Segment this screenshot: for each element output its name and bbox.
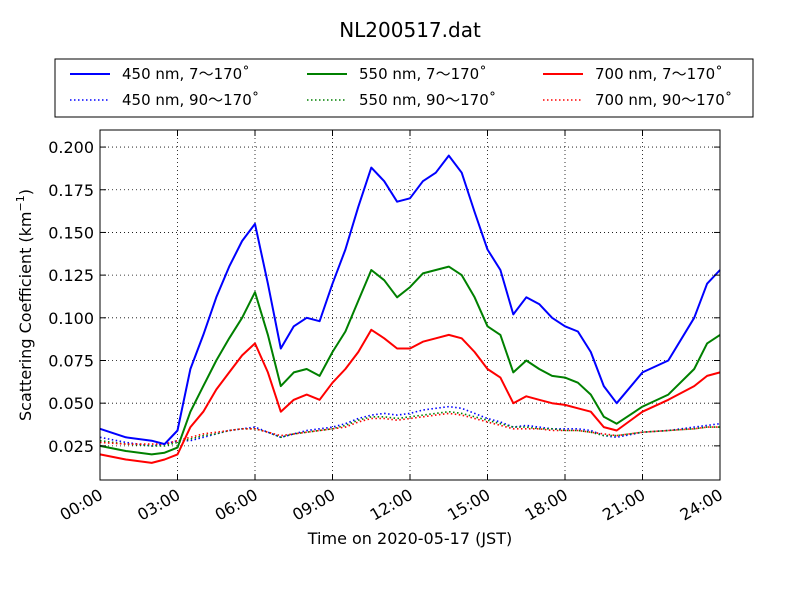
series-line — [99, 265, 721, 456]
y-tick-label: 0.075 — [48, 351, 94, 370]
chart-title: NL200517.dat — [339, 18, 481, 42]
x-tick-label: 12:00 — [367, 485, 416, 525]
y-tick-label: 0.100 — [48, 309, 94, 328]
y-tick-label: 0.200 — [48, 138, 94, 157]
legend-label: 550 nm, 90～170˚ — [359, 91, 496, 109]
x-tick-label: 03:00 — [134, 485, 183, 525]
legend-label: 700 nm, 7～170˚ — [595, 65, 723, 83]
series-line — [99, 412, 720, 445]
y-tick-label: 0.025 — [48, 437, 94, 456]
axis-ticks: 00:00 03:00 06:00 09:00 12:00 15:00 18:00 21:00… — [48, 130, 726, 525]
series-line — [99, 154, 721, 446]
y-tick-label: 0.050 — [48, 394, 94, 413]
x-tick-label: 24:00 — [677, 485, 726, 525]
y-axis-label-tail: ) — [16, 189, 35, 195]
legend-frame — [54, 58, 754, 118]
series-group — [99, 154, 721, 464]
y-tick-label: 0.175 — [48, 181, 94, 200]
x-axis-label: Time on 2020-05-17 (JST) — [307, 529, 512, 548]
grid — [99, 130, 721, 480]
legend-label: 450 nm, 90～170˚ — [122, 91, 259, 109]
legend-label: 450 nm, 7～170˚ — [122, 65, 250, 83]
x-tick-label: 09:00 — [289, 485, 338, 525]
series-line — [99, 410, 720, 447]
x-tick-label: 18:00 — [522, 485, 571, 525]
x-tick-label: 00:00 — [57, 485, 106, 525]
x-tick-label: 21:00 — [599, 485, 648, 525]
y-axis-label: Scattering Coefficient (km−1) — [14, 189, 35, 421]
legend-label: 700 nm, 90～170˚ — [595, 91, 732, 109]
legend: 450 nm, 7～170˚ 550 nm, 7～170˚ 700 nm, 7～17… — [54, 58, 754, 118]
series-line — [99, 328, 721, 464]
y-axis-label-superscript: −1 — [14, 195, 27, 211]
x-tick-label: 06:00 — [212, 485, 261, 525]
y-tick-label: 0.150 — [48, 223, 94, 242]
y-axis-label-main: Scattering Coefficient (km — [16, 211, 35, 421]
x-tick-label: 15:00 — [444, 485, 493, 525]
legend-label: 550 nm, 7～170˚ — [359, 65, 487, 83]
y-tick-label: 0.125 — [48, 266, 94, 285]
